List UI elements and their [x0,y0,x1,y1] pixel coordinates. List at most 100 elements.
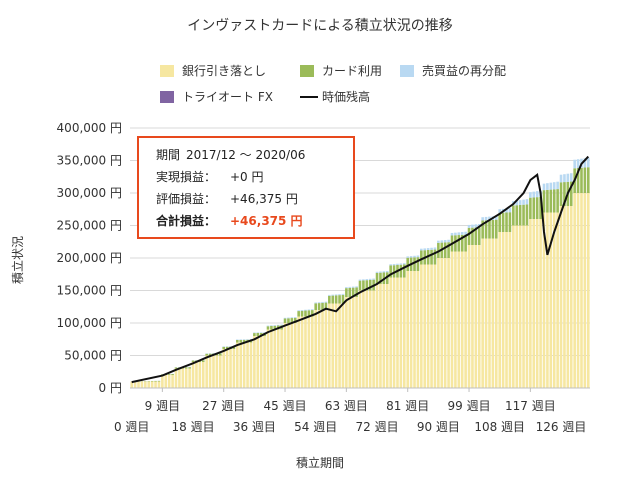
bar-card [259,332,263,336]
bar-redistribution [379,271,382,273]
bar-bank [331,303,335,388]
bar-redistribution [450,232,454,236]
bar-card [328,295,331,304]
bar-bank [552,212,556,388]
bar-card [331,295,335,304]
bar-card [525,204,529,226]
x-tick-label: 54 週目 [294,420,337,434]
bar-card [317,303,321,310]
bar-card [563,182,566,206]
bar-bank [542,212,546,388]
bar-redistribution [307,309,311,311]
bar-bank [348,297,352,388]
bar-redistribution [273,325,277,326]
bar-bank [546,212,549,388]
bar-bank [464,251,467,388]
bar-bank [324,310,328,388]
bar-redistribution [563,174,566,183]
bar-redistribution [406,256,409,258]
bar-card [488,220,491,239]
summary-realized-label: 実現損益： [156,169,216,184]
bar-bank [454,251,457,388]
bar-bank [263,336,266,388]
summary-total-label: 合計損益： [156,213,216,228]
bar-card [201,360,205,362]
bar-bank [563,206,566,388]
bar-card [219,353,222,356]
bar-bank [559,206,563,388]
bar-card [399,264,403,278]
bar-card [535,197,539,219]
bar-redistribution [355,286,358,288]
x-tick-label: 27 週目 [202,399,245,413]
bar-redistribution [460,232,464,235]
bar-redistribution [573,159,576,169]
bar-bank [440,258,444,388]
summary-period-value: 2017/12 ～ 2020/06 [186,148,305,162]
bar-bank [396,277,399,388]
bar-bank [201,362,205,388]
bar-card [406,257,409,271]
bar-redistribution [587,157,590,168]
bar-card [559,182,563,206]
bar-redistribution [433,247,437,250]
bar-redistribution [403,263,406,265]
bar-redistribution [437,240,440,243]
bar-card [157,380,161,382]
x-tick-label: 99 週目 [447,399,490,413]
bar-bank [355,297,358,388]
bar-redistribution [409,256,413,258]
x-tick-label: 117 週目 [505,399,556,413]
bar-card [552,189,556,213]
bar-card [471,227,474,245]
y-tick-label: 100,000 円 [57,316,122,330]
bar-bank [276,329,280,388]
bar-card [505,212,508,232]
bar-redistribution [293,317,297,318]
bar-card [167,374,171,375]
bar-bank [426,264,430,388]
bar-redistribution [270,325,273,327]
bar-card [171,374,174,375]
bar-redistribution [392,263,396,266]
bar-redistribution [287,317,290,319]
bar-bank [307,316,311,388]
bar-bank [495,238,498,388]
bar-card [403,264,406,278]
bar-bank [208,355,212,388]
bar-bank [144,381,147,388]
legend-label: 売買益の再分配 [422,63,506,78]
bar-bank [460,251,464,388]
summary-period-label: 期間 [156,148,180,162]
bar-bank [195,362,198,388]
bar-card [477,227,481,245]
bar-card [460,234,464,252]
bar-bank [443,258,447,388]
bar-bank [133,381,137,388]
x-tick-label: 90 週目 [417,420,460,434]
bar-bank [317,310,321,388]
bar-bank [188,368,191,388]
bar-card [351,287,355,297]
bar-redistribution [263,332,266,333]
bar-redistribution [382,271,386,273]
bar-bank [222,349,225,388]
bar-card [300,310,304,317]
bar-redistribution [416,255,420,258]
bar-bank [569,206,573,388]
summary-total-value: +46,375 円 [230,214,303,228]
bar-redistribution [518,200,522,205]
bar-redistribution [542,183,546,191]
bar-bank [372,290,375,388]
bar-redistribution [239,339,243,340]
bar-redistribution [522,199,525,205]
bar-card [188,367,191,369]
bar-redistribution [321,301,324,303]
bar-bank [467,245,471,388]
bar-redistribution [447,239,450,243]
bar-bank [297,316,300,388]
bar-bank [358,290,362,388]
y-tick-label: 350,000 円 [57,154,122,168]
bar-bank [334,303,338,388]
